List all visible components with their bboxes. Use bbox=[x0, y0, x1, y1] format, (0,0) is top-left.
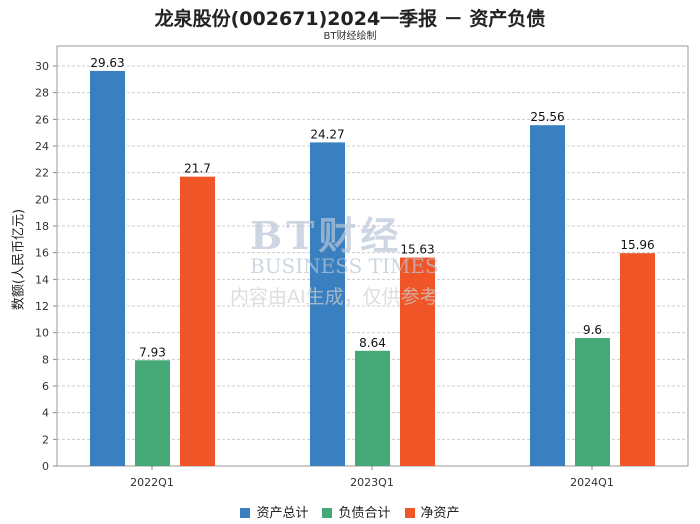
y-tick-label: 4 bbox=[42, 407, 49, 420]
legend-item: 资产总计 bbox=[240, 502, 308, 521]
bar-资产总计 bbox=[310, 142, 345, 466]
bar-资产总计 bbox=[90, 70, 125, 466]
y-tick-label: 22 bbox=[35, 167, 49, 180]
legend-swatch bbox=[322, 508, 333, 518]
y-tick-label: 24 bbox=[35, 140, 49, 153]
data-label: 8.64 bbox=[359, 336, 386, 350]
data-label: 9.6 bbox=[583, 323, 602, 337]
bar-净资产 bbox=[620, 253, 655, 466]
bar-净资产 bbox=[400, 257, 435, 466]
legend-swatch bbox=[404, 508, 415, 518]
bar-负债合计 bbox=[575, 338, 610, 466]
y-tick-label: 28 bbox=[35, 87, 49, 100]
y-tick-label: 8 bbox=[42, 353, 49, 366]
y-tick-label: 0 bbox=[42, 460, 49, 473]
data-label: 25.56 bbox=[530, 110, 564, 124]
legend-item: 净资产 bbox=[404, 502, 460, 521]
legend-item: 负债合计 bbox=[322, 502, 391, 521]
y-tick-label: 14 bbox=[35, 273, 49, 286]
y-tick-label: 2 bbox=[42, 433, 49, 446]
y-tick-label: 30 bbox=[35, 60, 49, 73]
legend-label: 负债合计 bbox=[338, 506, 391, 521]
data-label: 29.63 bbox=[90, 56, 124, 70]
bar-负债合计 bbox=[355, 350, 390, 466]
chart-subtitle: BT财经绘制 bbox=[323, 31, 377, 42]
data-label: 7.93 bbox=[139, 345, 166, 359]
y-tick-label: 16 bbox=[35, 247, 49, 260]
y-tick-label: 10 bbox=[35, 327, 49, 340]
data-label: 24.27 bbox=[310, 127, 344, 141]
y-tick-label: 20 bbox=[35, 193, 49, 206]
y-tick-label: 26 bbox=[35, 113, 49, 126]
legend-swatch bbox=[240, 508, 251, 518]
bar-资产总计 bbox=[530, 125, 565, 466]
legend-label: 净资产 bbox=[420, 506, 460, 521]
chart-title: 龙泉股份(002671)2024一季报 － 资产负债 bbox=[154, 8, 546, 30]
y-tick-label: 18 bbox=[35, 220, 49, 233]
y-tick-label: 6 bbox=[42, 380, 49, 393]
x-tick-label: 2023Q1 bbox=[350, 476, 394, 489]
bar-净资产 bbox=[180, 176, 215, 466]
x-tick-label: 2024Q1 bbox=[570, 476, 614, 489]
legend-label: 资产总计 bbox=[256, 506, 309, 521]
data-label: 15.63 bbox=[400, 243, 434, 257]
data-label: 15.96 bbox=[620, 238, 654, 252]
x-tick-label: 2022Q1 bbox=[130, 476, 174, 489]
bar-负债合计 bbox=[135, 360, 170, 466]
data-label: 21.7 bbox=[184, 162, 211, 176]
legend: 资产总计 负债合计 净资产 bbox=[0, 502, 700, 521]
y-tick-label: 12 bbox=[35, 300, 49, 313]
